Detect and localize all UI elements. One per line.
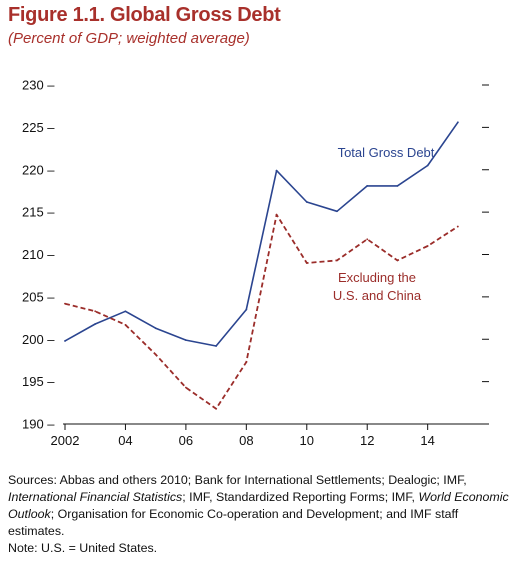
x-tick-label: 2002 — [51, 433, 80, 448]
x-tick-label: 10 — [300, 433, 314, 448]
series-label-excluding-us-china: Excluding the — [338, 270, 416, 285]
data-point-total — [184, 339, 187, 341]
note-text: Note: U.S. = United States. — [8, 541, 158, 555]
y-tick-label: 220 – — [22, 162, 55, 177]
data-point-total — [396, 184, 399, 187]
y-tick-label: 210 – — [22, 247, 55, 262]
data-point-excluding — [124, 323, 127, 326]
x-tick-label: 14 — [420, 433, 434, 448]
y-tick-label: 200 – — [22, 332, 55, 347]
data-point-excluding — [94, 310, 97, 313]
figure-subtitle: (Percent of GDP; weighted average) — [8, 30, 250, 47]
data-point-total — [64, 340, 66, 342]
data-point-total — [426, 164, 429, 167]
data-point-total — [366, 184, 369, 187]
y-tick-label: 215 – — [22, 205, 55, 220]
series-line-total-gross-debt — [64, 121, 459, 347]
y-tick-label: 195 – — [22, 374, 55, 389]
data-point-total — [94, 323, 97, 325]
sources-prefix: Sources: Abbas and others 2010; Bank for… — [8, 473, 467, 487]
y-tick-label: 205 – — [22, 289, 55, 304]
line-chart: 190 – 195 – 200 – 205 – 210 – 215 – 220 – 225 –… — [22, 78, 489, 448]
x-tick-label: 12 — [360, 433, 374, 448]
y-tick-label: 230 – — [22, 78, 55, 93]
data-point-total — [305, 201, 308, 203]
data-point-total — [154, 327, 157, 330]
data-point-excluding — [366, 238, 369, 241]
data-point-total — [245, 308, 248, 311]
sources-ifs: International Financial Statistics — [8, 490, 183, 504]
x-tick-label: 04 — [118, 433, 132, 448]
figure-title: Figure 1.1. Global Gross Debt — [8, 4, 281, 26]
sources-suffix: ; Organisation for Economic Co-operation… — [8, 507, 459, 538]
figure-notes: Sources: Abbas and others 2010; Bank for… — [8, 472, 513, 557]
data-point-excluding — [275, 213, 278, 216]
data-point-excluding — [245, 361, 248, 364]
series-label-total-gross-debt: Total Gross Debt — [338, 145, 435, 160]
x-tick-label: 06 — [179, 433, 193, 448]
data-point-total — [215, 345, 218, 347]
x-tick-label: 08 — [239, 433, 253, 448]
data-point-total — [124, 310, 127, 313]
sources-text: Sources: Abbas and others 2010; Bank for… — [8, 472, 513, 540]
data-point-total — [275, 169, 278, 172]
data-point-excluding — [396, 259, 399, 262]
y-tick-label: 225 – — [22, 120, 55, 135]
data-point-total — [456, 121, 459, 124]
data-point-excluding — [64, 302, 66, 305]
data-point-excluding — [426, 245, 429, 247]
data-point-excluding — [215, 407, 218, 410]
data-point-excluding — [305, 262, 308, 264]
data-point-excluding — [456, 225, 459, 228]
data-point-excluding — [336, 259, 338, 262]
y-tick-label: 190 – — [22, 417, 55, 432]
data-point-total — [336, 210, 338, 213]
data-point-excluding — [154, 353, 157, 356]
sources-weo: World Economic Outlook — [8, 490, 509, 521]
sources-mid: ; IMF, Standardized Reporting Forms; IMF… — [182, 490, 419, 504]
data-point-excluding — [184, 386, 187, 389]
series-label-excluding-us-china: U.S. and China — [333, 288, 422, 303]
